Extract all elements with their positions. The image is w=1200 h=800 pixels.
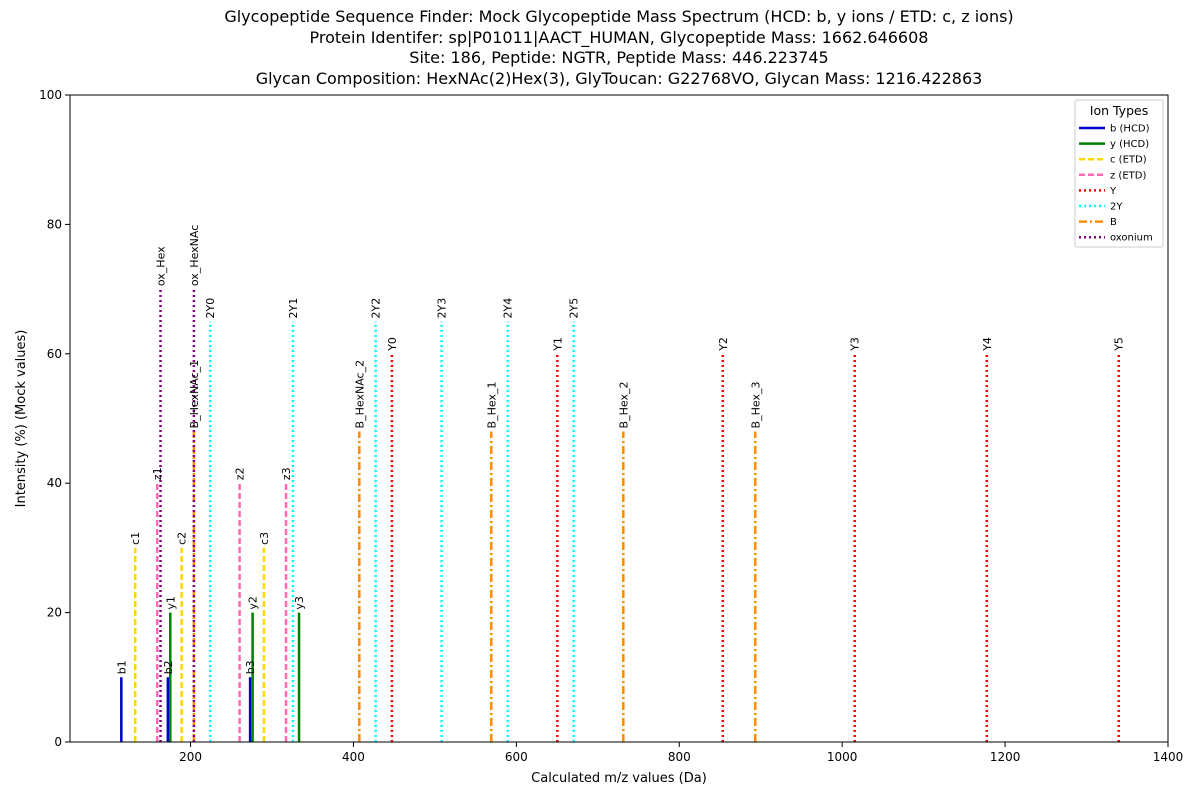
peak-label-2y2: 2Y2 <box>370 298 383 319</box>
peak-label-b-hex-3: B_Hex_3 <box>749 382 762 429</box>
peak-label-ox-hex: ox_Hex <box>154 246 167 286</box>
peak-label-b2: b2 <box>162 660 175 674</box>
peak-label-y2: Y2 <box>717 337 730 352</box>
peak-label-2y1: 2Y1 <box>287 298 300 319</box>
y-axis-label: Intensity (%) (Mock values) <box>14 330 29 508</box>
x-tick-label: 1200 <box>990 750 1021 764</box>
legend-entry-label: oxonium <box>1110 233 1153 244</box>
legend-entry-label: y (HCD) <box>1110 139 1149 150</box>
peak-label-2y5: 2Y5 <box>568 298 581 319</box>
legend: Ion Types b (HCD) y (HCD) c (ETD) z (ETD) Y 2Y… <box>1074 99 1164 248</box>
peak-label-z3: z3 <box>280 467 293 480</box>
chart-subtitle-glycan: Glycan Composition: HexNAc(2)Hex(3), Gly… <box>255 68 983 88</box>
peak-label-2y3: 2Y3 <box>436 298 449 319</box>
y-axis: 0 20 40 60 80 100 <box>39 88 70 749</box>
peak-label-z2: z2 <box>234 467 247 480</box>
x-tick-label: 400 <box>342 750 365 764</box>
plot-frame <box>69 94 1169 743</box>
legend-entry-label: c (ETD) <box>1110 155 1147 166</box>
peaks-layer <box>120 289 1120 742</box>
legend-entry-label: 2Y <box>1110 202 1123 213</box>
peak-label-c2: c2 <box>176 532 189 545</box>
peak-label-b3: b3 <box>244 660 257 674</box>
peak-label-y2: y2 <box>247 596 260 610</box>
peak-label-y3: y3 <box>293 596 306 610</box>
peak-label-b-hex-2: B_Hex_2 <box>617 382 630 429</box>
peak-label-b-hexnac-2: B_HexNAc_2 <box>353 360 366 429</box>
x-tick-label: 1000 <box>827 750 858 764</box>
y-tick-label: 100 <box>39 88 62 102</box>
peak-label-b-hexnac-1: B_HexNAc_1 <box>188 360 201 429</box>
peak-label-y5: Y5 <box>1113 337 1126 352</box>
legend-title: Ion Types <box>1090 103 1148 118</box>
peak-label-y3: Y3 <box>849 337 862 352</box>
x-tick-label: 800 <box>668 750 691 764</box>
peak-label-z1: z1 <box>151 467 164 480</box>
peak-label-c1: c1 <box>129 532 142 545</box>
legend-frame <box>1074 99 1164 248</box>
peak-label-y1: y1 <box>164 596 177 610</box>
y-tick-label: 0 <box>54 735 62 749</box>
chart-title: Glycopeptide Sequence Finder: Mock Glyco… <box>224 7 1014 26</box>
y-tick-label: 20 <box>47 606 62 620</box>
y-tick-label: 40 <box>47 476 62 490</box>
peak-label-ox-hexnac: ox_HexNAc <box>188 225 201 286</box>
y-tick-label: 60 <box>47 347 62 361</box>
x-axis-label: Calculated m/z values (Da) <box>531 771 707 786</box>
legend-entry-label: Y <box>1109 186 1117 197</box>
legend-entry-label: z (ETD) <box>1110 170 1146 181</box>
peak-label-b-hex-1: B_Hex_1 <box>485 382 498 429</box>
peak-label-y1: Y1 <box>551 337 564 352</box>
chart-subtitle-site: Site: 186, Peptide: NGTR, Peptide Mass: … <box>409 48 829 67</box>
peak-label-b1: b1 <box>115 660 128 674</box>
peak-label-2y4: 2Y4 <box>502 298 515 319</box>
x-tick-label: 200 <box>179 750 202 764</box>
peak-label-2y0: 2Y0 <box>204 298 217 319</box>
legend-entry-label: b (HCD) <box>1110 124 1150 135</box>
peak-label-y0: Y0 <box>386 337 399 352</box>
peak-labels-layer: b1 b2 b3 y1 y2 y3 c1 c2 c3 z1 z2 z3 Y0 Y1 Y2 Y3 Y4 Y5 2Y0 2… <box>115 225 1125 675</box>
legend-entry-label: B <box>1110 217 1117 228</box>
y-tick-label: 80 <box>47 217 62 231</box>
x-tick-label: 600 <box>505 750 528 764</box>
peak-label-c3: c3 <box>258 532 271 545</box>
peak-label-y4: Y4 <box>981 337 994 352</box>
x-axis: 200 400 600 800 1000 1200 1400 <box>179 742 1183 764</box>
chart-title-block: Glycopeptide Sequence Finder: Mock Glyco… <box>70 7 1168 89</box>
chart-subtitle-protein: Protein Identifer: sp|P01011|AACT_HUMAN,… <box>309 27 929 47</box>
x-tick-label: 1400 <box>1153 750 1184 764</box>
